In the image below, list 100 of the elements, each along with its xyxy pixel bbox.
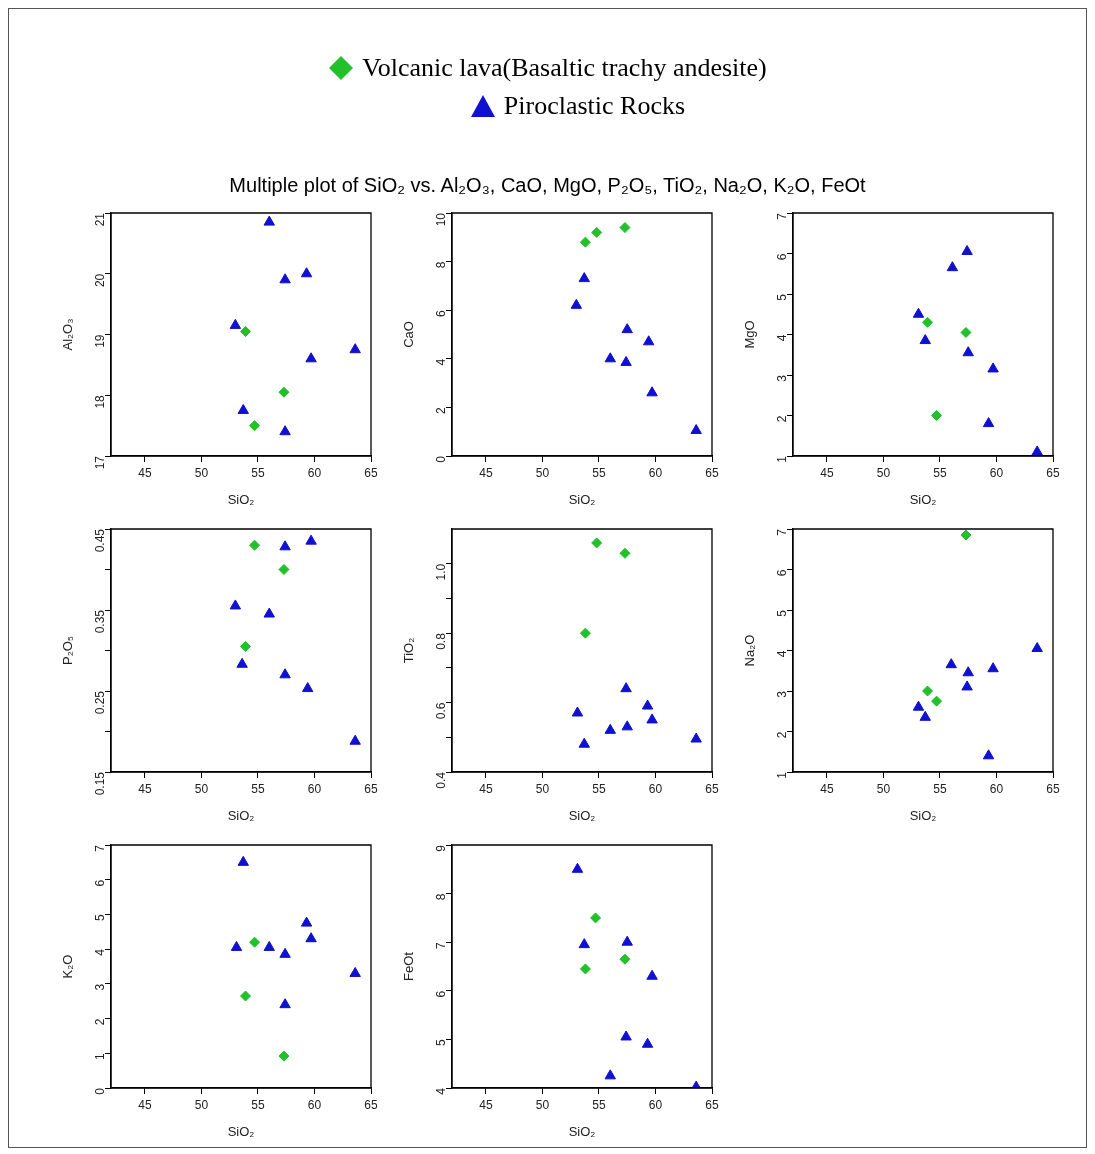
x-tick-label: 50 <box>876 781 891 796</box>
y-tick-label: 2 <box>434 407 449 415</box>
y-tick-label: 4 <box>434 358 449 366</box>
y-tick-label: 18 <box>93 394 108 409</box>
x-tick-label: 65 <box>364 781 378 796</box>
x-tick-label: 65 <box>705 781 719 796</box>
x-tick-label: 45 <box>820 781 834 796</box>
y-tick-label: 3 <box>775 374 790 382</box>
y-tick-label: 10 <box>434 212 449 227</box>
y-tick-label: 4 <box>775 650 790 658</box>
y-tick-label: 4 <box>434 1087 449 1095</box>
x-axis-title: SiO₂ <box>227 807 255 823</box>
x-tick-label: 50 <box>194 781 209 796</box>
x-axis-title: SiO₂ <box>909 807 937 823</box>
y-tick-label: 19 <box>93 334 108 348</box>
x-axis-title: SiO₂ <box>909 491 937 507</box>
x-tick-label: 65 <box>1046 781 1060 796</box>
x-tick-label: 55 <box>592 781 606 796</box>
y-axis-title: Na₂O <box>742 634 758 667</box>
y-tick-label: 6 <box>775 253 790 261</box>
y-tick-label: 5 <box>93 914 108 922</box>
x-tick-label: 60 <box>648 1097 663 1112</box>
y-tick-label: 0.6 <box>434 702 449 720</box>
y-tick-label: 20 <box>93 273 108 288</box>
legend-label: Volcanic lava(Basaltic trachy andesite) <box>362 53 767 83</box>
x-tick-label: 55 <box>251 1097 265 1112</box>
y-tick-label: 0.4 <box>434 771 449 789</box>
y-axis-title: P₂O₅ <box>60 635 76 666</box>
x-axis-title: SiO₂ <box>568 807 596 823</box>
x-axis-title: SiO₂ <box>227 491 255 507</box>
y-axis-title: FeOt <box>401 951 417 981</box>
x-tick-label: 55 <box>251 781 265 796</box>
x-tick-label: 55 <box>933 465 947 480</box>
x-tick-label: 60 <box>989 781 1004 796</box>
y-tick-label: 8 <box>434 893 449 901</box>
x-tick-label: 45 <box>479 465 493 480</box>
y-axis-title: TiO₂ <box>401 637 417 664</box>
y-tick-label: 0.35 <box>93 609 108 634</box>
y-tick-label: 0.15 <box>93 771 108 796</box>
x-axis-title: SiO₂ <box>568 1123 596 1139</box>
y-axis-title: Al₂O₃ <box>60 318 76 351</box>
y-axis-title: MgO <box>742 320 758 349</box>
x-tick-label: 55 <box>251 465 265 480</box>
y-tick-label: 8 <box>434 261 449 269</box>
y-axis-title: K₂O <box>60 954 76 979</box>
y-tick-label: 9 <box>434 844 449 852</box>
y-tick-label: 2 <box>775 731 790 739</box>
x-tick-label: 45 <box>479 781 493 796</box>
y-tick-label: 2 <box>93 1018 108 1026</box>
x-tick-label: 50 <box>535 781 550 796</box>
y-tick-label: 0 <box>434 455 449 463</box>
x-tick-label: 45 <box>479 1097 493 1112</box>
x-tick-label: 65 <box>364 465 378 480</box>
x-tick-label: 60 <box>307 465 322 480</box>
y-tick-label: 6 <box>434 990 449 998</box>
x-tick-label: 55 <box>592 465 606 480</box>
y-tick-label: 0.25 <box>93 690 108 715</box>
x-axis-title: SiO₂ <box>227 1123 255 1139</box>
y-tick-label: 5 <box>775 293 790 301</box>
x-tick-label: 50 <box>535 465 550 480</box>
text: Multiple plot of SiO₂ vs. Al₂O₃, CaO, MgO, P₂O₅, TiO₂, Na₂O, K₂O, FeOt <box>228 174 867 197</box>
y-tick-label: 6 <box>93 879 108 887</box>
x-tick-label: 45 <box>138 1097 152 1112</box>
y-tick-label: 1 <box>775 771 790 779</box>
y-tick-label: 5 <box>434 1039 449 1047</box>
y-tick-label: 6 <box>775 569 790 577</box>
legend-label: Piroclastic Rocks <box>503 91 686 121</box>
x-tick-label: 50 <box>876 465 891 480</box>
x-tick-label: 45 <box>138 781 152 796</box>
y-tick-label: 2 <box>775 415 790 423</box>
x-tick-label: 60 <box>989 465 1004 480</box>
y-tick-label: 7 <box>775 212 790 220</box>
y-tick-label: 3 <box>93 983 108 991</box>
y-tick-label: 0.45 <box>93 528 108 553</box>
x-tick-label: 65 <box>705 1097 719 1112</box>
x-axis-title: SiO₂ <box>568 491 596 507</box>
x-tick-label: 50 <box>194 465 209 480</box>
x-tick-label: 50 <box>535 1097 550 1112</box>
y-axis-title: CaO <box>401 321 417 348</box>
y-tick-label: 4 <box>93 948 108 956</box>
x-tick-label: 60 <box>648 465 663 480</box>
x-tick-label: 45 <box>820 465 834 480</box>
y-tick-label: 0.8 <box>434 632 449 650</box>
y-tick-label: 7 <box>434 941 449 949</box>
x-tick-label: 60 <box>307 1097 322 1112</box>
x-tick-label: 60 <box>648 781 663 796</box>
y-tick-label: 1 <box>775 455 790 463</box>
x-tick-label: 55 <box>933 781 947 796</box>
y-tick-label: 21 <box>93 212 108 227</box>
y-tick-label: 0 <box>93 1087 108 1095</box>
y-tick-label: 17 <box>93 455 108 470</box>
y-tick-label: 5 <box>775 609 790 617</box>
y-tick-label: 1.0 <box>434 563 449 581</box>
x-tick-label: 65 <box>1046 465 1060 480</box>
y-tick-label: 4 <box>775 334 790 342</box>
y-tick-label: 7 <box>775 528 790 536</box>
x-tick-label: 60 <box>307 781 322 796</box>
x-tick-label: 65 <box>364 1097 378 1112</box>
y-tick-label: 7 <box>93 844 108 852</box>
x-tick-label: 45 <box>138 465 152 480</box>
